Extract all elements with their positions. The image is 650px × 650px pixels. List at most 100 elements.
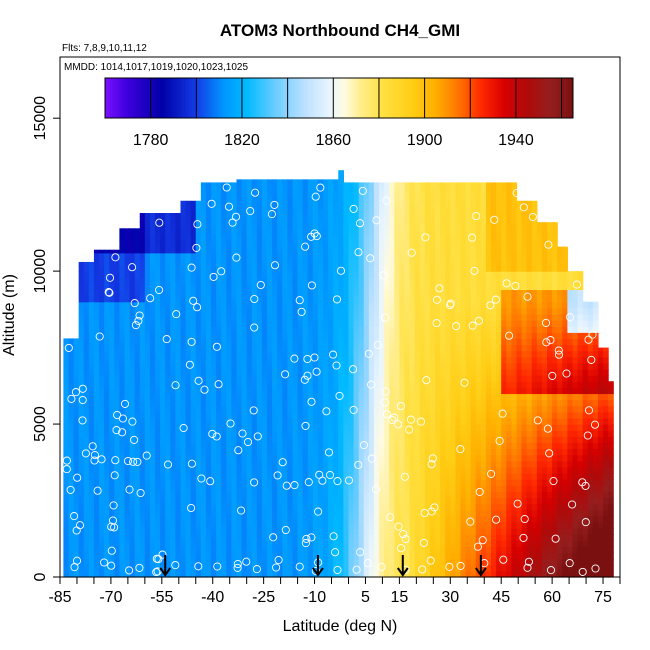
heatmap-cell xyxy=(267,509,273,517)
heatmap-cell xyxy=(211,405,217,413)
heatmap-cell xyxy=(231,313,238,321)
heatmap-cell xyxy=(460,222,467,229)
heatmap-cell xyxy=(261,258,268,266)
heatmap-cell xyxy=(185,200,192,205)
heatmap-cell xyxy=(445,436,451,444)
heatmap-cell xyxy=(236,473,243,480)
heatmap-cell xyxy=(246,430,253,437)
heatmap-cell xyxy=(129,485,136,492)
heatmap-cell xyxy=(160,491,166,499)
heatmap-cell xyxy=(333,405,339,413)
heatmap-cell xyxy=(221,405,227,413)
heatmap-cell xyxy=(190,540,197,548)
heatmap-cell xyxy=(216,283,222,291)
heatmap-cell xyxy=(307,454,314,462)
heatmap-cell xyxy=(338,301,344,309)
heatmap-cell xyxy=(272,338,278,346)
heatmap-cell xyxy=(68,479,75,486)
heatmap-cell xyxy=(190,369,197,376)
heatmap-cell xyxy=(114,369,120,376)
heatmap-cell xyxy=(83,521,90,529)
heatmap-cell xyxy=(333,540,339,548)
heatmap-cell xyxy=(343,277,350,284)
heatmap-cell xyxy=(424,521,431,529)
heatmap-cell xyxy=(205,497,212,505)
heatmap-cell xyxy=(368,362,375,370)
heatmap-cell xyxy=(195,485,202,492)
heatmap-cell xyxy=(134,332,141,340)
heatmap-cell xyxy=(424,307,431,315)
heatmap-cell xyxy=(190,528,197,535)
heatmap-cell xyxy=(353,552,360,560)
heatmap-cell xyxy=(460,528,467,535)
heatmap-cell xyxy=(333,411,339,419)
heatmap-cell xyxy=(78,301,85,309)
heatmap-cell xyxy=(343,185,350,193)
heatmap-cell xyxy=(267,179,273,187)
heatmap-cell xyxy=(440,271,446,278)
heatmap-cell xyxy=(358,313,365,321)
heatmap-cell xyxy=(246,503,253,511)
heatmap-cell xyxy=(287,246,294,254)
heatmap-cell xyxy=(144,338,151,346)
heatmap-cell xyxy=(368,540,375,548)
heatmap-cell xyxy=(180,216,187,223)
heatmap-cell xyxy=(302,417,309,425)
heatmap-cell xyxy=(429,454,436,462)
heatmap-cell xyxy=(236,258,243,266)
heatmap-cell xyxy=(379,430,385,437)
heatmap-cell xyxy=(343,265,350,272)
heatmap-cell xyxy=(348,326,355,333)
heatmap-cell xyxy=(195,460,202,468)
heatmap-cell xyxy=(323,393,329,401)
heatmap-cell xyxy=(368,387,375,395)
heatmap-cell xyxy=(88,393,95,401)
heatmap-cell xyxy=(353,191,360,199)
heatmap-cell xyxy=(399,191,406,199)
heatmap-cell xyxy=(246,546,253,554)
heatmap-cell xyxy=(211,240,217,248)
heatmap-cell xyxy=(363,313,370,321)
heatmap-cell xyxy=(292,283,299,291)
heatmap-cell xyxy=(450,521,456,529)
heatmap-cell xyxy=(195,417,202,425)
heatmap-cell xyxy=(256,271,263,278)
heatmap-cell xyxy=(363,399,370,407)
heatmap-cell xyxy=(272,558,278,566)
heatmap-cell xyxy=(114,356,120,364)
heatmap-cell xyxy=(246,454,253,462)
heatmap-cell xyxy=(226,509,232,517)
heatmap-cell xyxy=(185,515,192,523)
heatmap-cell xyxy=(445,222,451,229)
heatmap-cell xyxy=(368,356,375,364)
heatmap-cell xyxy=(246,515,253,523)
heatmap-cell xyxy=(216,546,222,554)
heatmap-cell xyxy=(333,265,339,272)
heatmap-cell xyxy=(328,405,334,413)
heatmap-cell xyxy=(134,228,141,236)
heatmap-cell xyxy=(277,258,283,266)
heatmap-cell xyxy=(175,240,182,248)
heatmap-cell xyxy=(226,289,232,297)
heatmap-cell xyxy=(414,405,421,413)
heatmap-cell xyxy=(414,497,421,505)
heatmap-cell xyxy=(353,381,360,388)
heatmap-cell xyxy=(404,332,411,340)
heatmap-cell xyxy=(358,515,365,523)
heatmap-cell xyxy=(109,381,115,388)
heatmap-cell xyxy=(389,369,395,376)
heatmap-cell xyxy=(384,564,390,572)
heatmap-cell xyxy=(399,320,406,327)
heatmap-cell xyxy=(104,399,110,407)
heatmap-cell xyxy=(358,222,365,229)
heatmap-cell xyxy=(241,528,248,535)
heatmap-cell xyxy=(343,473,350,480)
heatmap-cell xyxy=(277,240,283,248)
heatmap-cell xyxy=(211,295,217,303)
heatmap-cell xyxy=(460,534,467,541)
heatmap-cell xyxy=(124,258,131,266)
heatmap-cell xyxy=(139,509,146,517)
heatmap-cell xyxy=(251,466,258,474)
heatmap-cell xyxy=(109,387,115,395)
heatmap-cell xyxy=(256,479,263,486)
